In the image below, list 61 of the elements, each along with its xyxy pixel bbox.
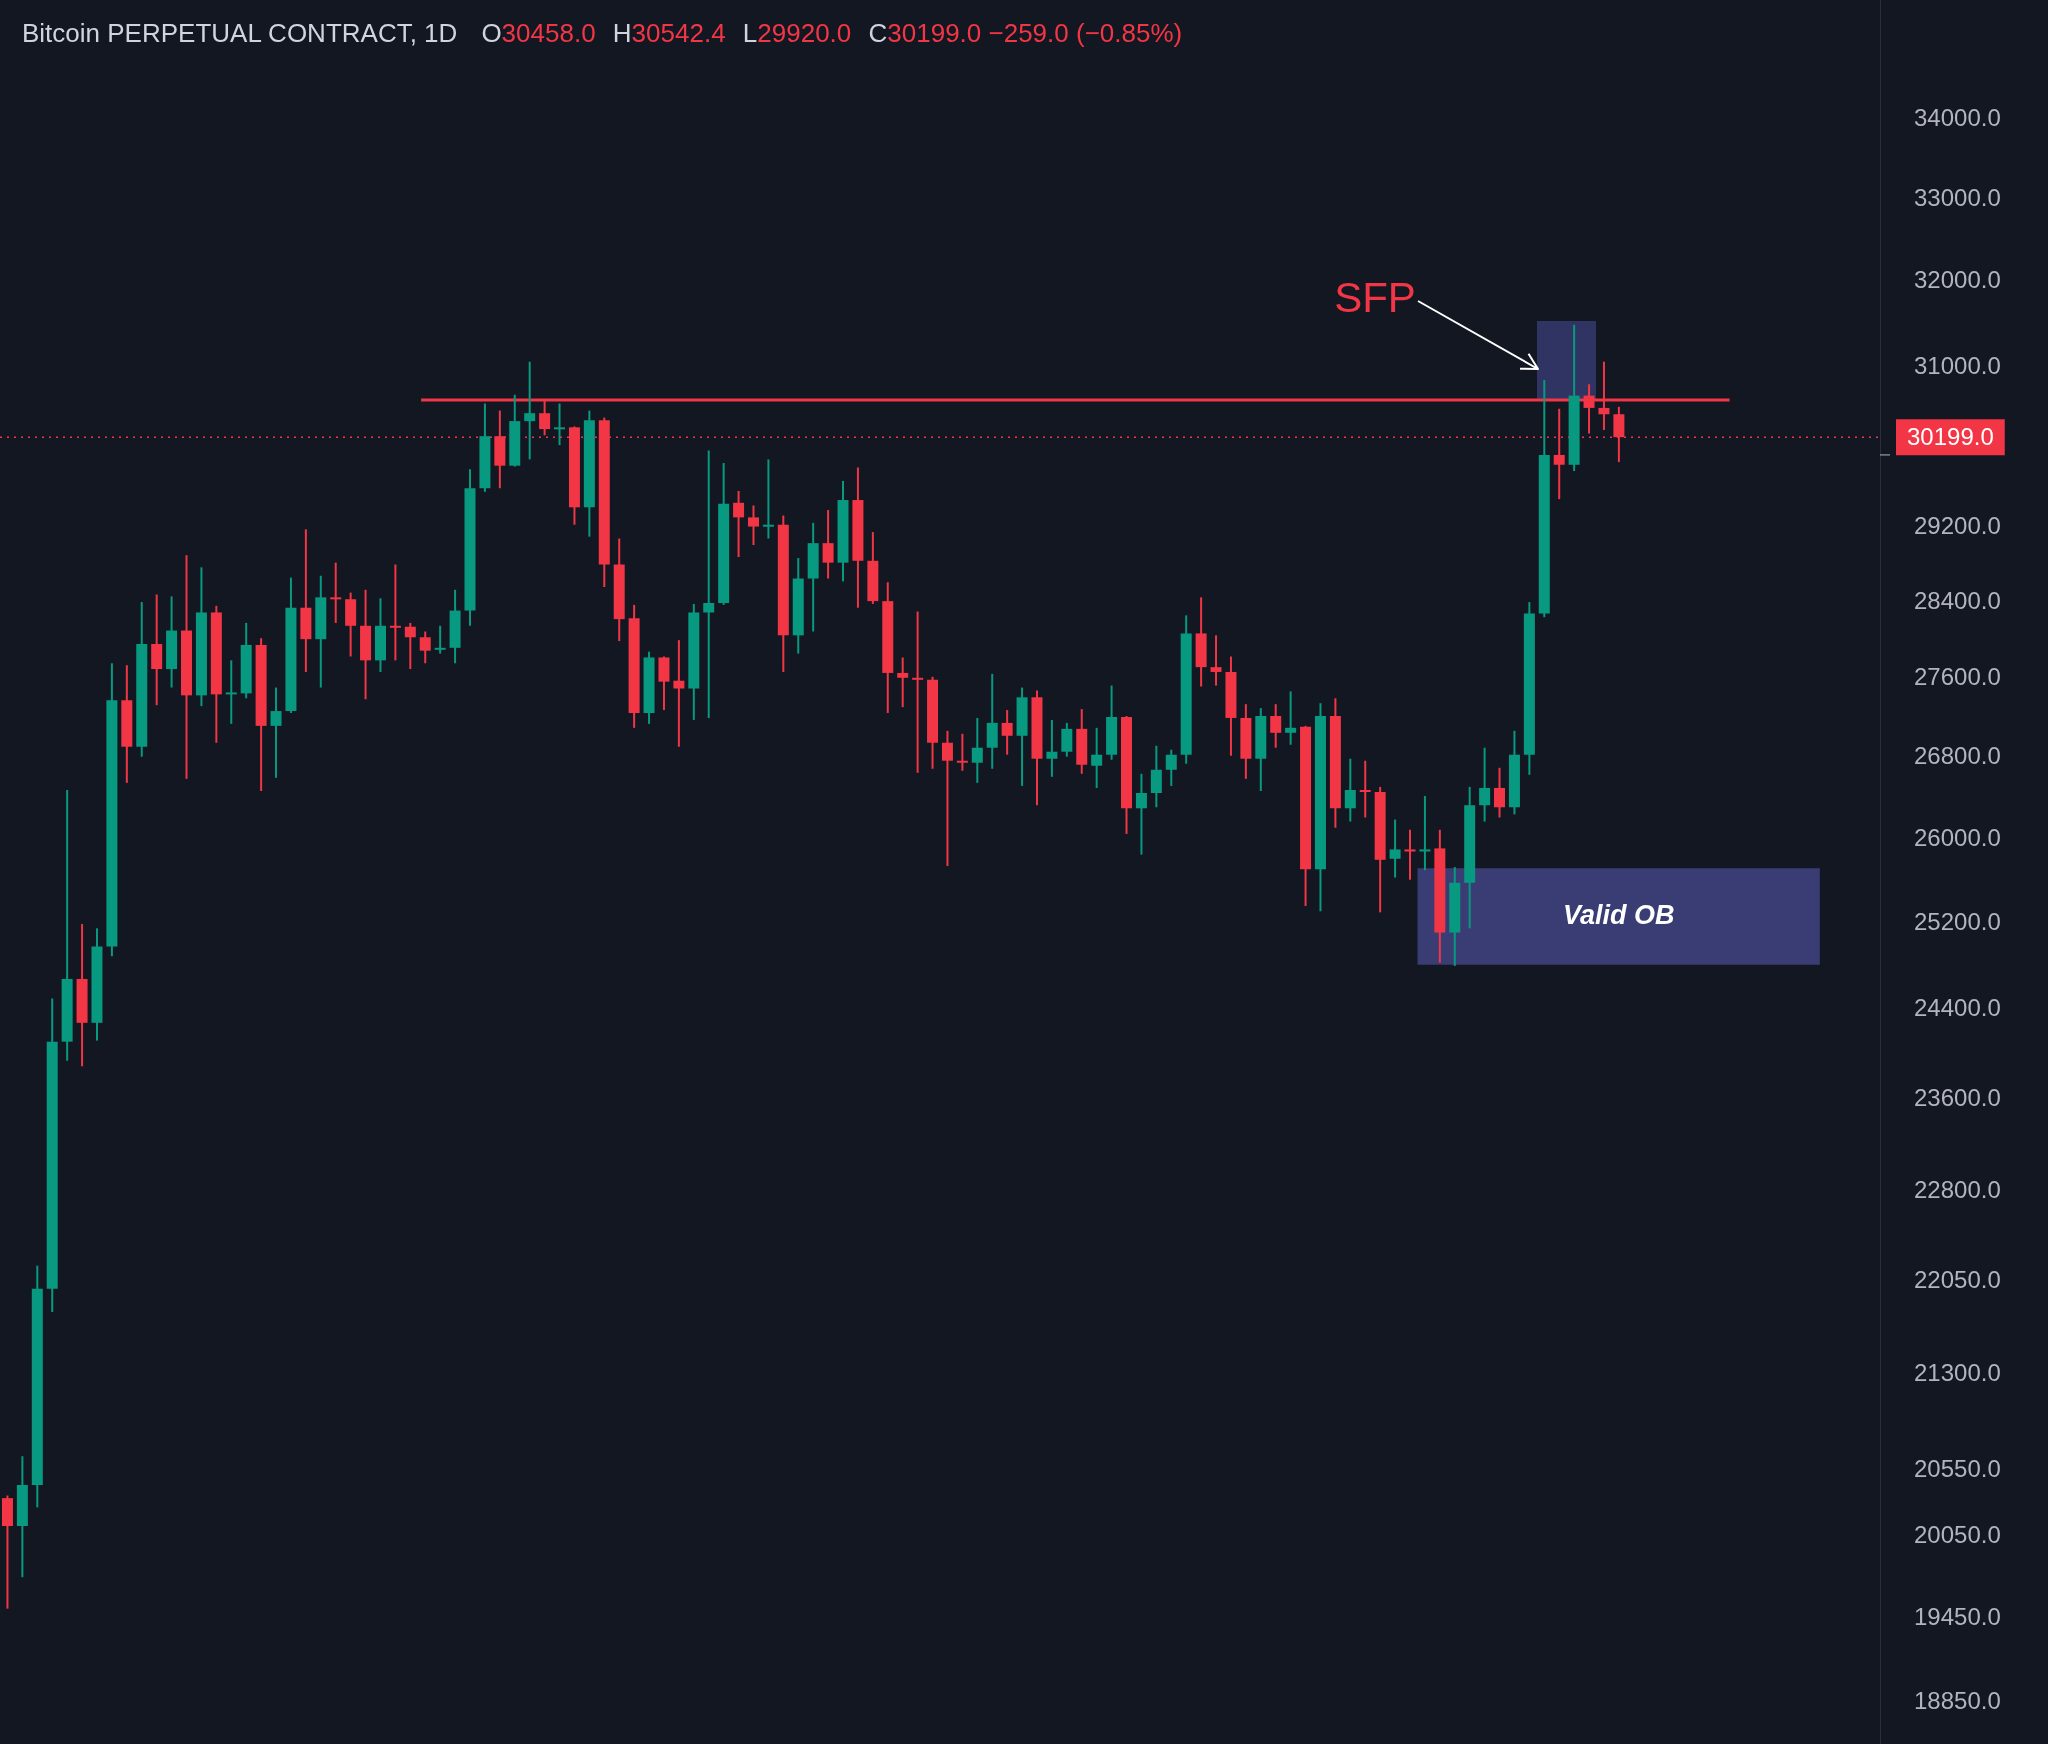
candlestick <box>1419 795 1431 872</box>
y-tick-label: 18850.0 <box>1914 1687 2001 1714</box>
candlestick <box>1046 718 1058 778</box>
candlestick <box>1165 748 1177 787</box>
candlestick <box>1001 709 1013 756</box>
y-tick-label: 29200.0 <box>1914 512 2001 540</box>
candlestick <box>1479 746 1491 823</box>
candlestick <box>1091 726 1103 789</box>
text: O30458.0 H30542.4 L29920.0 C30199.0 −259.0 (−0.85%) <box>481 18 1183 48</box>
candlestick <box>434 624 446 655</box>
candlestick <box>1150 744 1162 809</box>
candlestick <box>1344 757 1356 823</box>
candlestick <box>404 621 416 671</box>
y-tick-label: 26800.0 <box>1914 742 2001 770</box>
candlestick <box>270 686 282 779</box>
candlestick <box>733 489 745 559</box>
candlestick <box>1494 766 1506 819</box>
annotation: SFP <box>1334 274 1416 322</box>
candlestick <box>912 610 924 774</box>
candlestick <box>762 458 774 540</box>
y-tick-label: 28400.0 <box>1914 586 2001 614</box>
candlestick <box>971 716 983 784</box>
y-tick-label: 34000.0 <box>1914 103 2001 131</box>
y-tick-label: 21300.0 <box>1914 1358 2001 1386</box>
candlestick <box>1404 828 1416 881</box>
y-tick-label: 32000.0 <box>1914 266 2001 294</box>
y-tick-label: 25200.0 <box>1914 907 2001 935</box>
band-label: Valid OB <box>1562 899 1675 930</box>
y-tick-label: 24400.0 <box>1914 994 2001 1022</box>
candlestick <box>956 732 968 772</box>
y-tick-label: 26000.0 <box>1914 823 2001 851</box>
candlestick <box>703 449 715 719</box>
candlestick <box>554 402 566 447</box>
y-tick-label: 22050.0 <box>1914 1266 2001 1294</box>
y-tick-label: 27600.0 <box>1914 663 2001 691</box>
candlestick <box>330 561 342 624</box>
candlestick <box>747 504 759 547</box>
text: Bitcoin PERPETUAL CONTRACT, 1D <box>22 18 458 48</box>
y-tick-label: 33000.0 <box>1914 183 2001 211</box>
candlestick <box>1061 721 1073 758</box>
candlestick <box>1389 818 1401 879</box>
candlestick <box>389 563 401 662</box>
candlestick <box>225 659 237 725</box>
candlestick <box>1285 690 1297 746</box>
candlestick <box>822 509 834 580</box>
candlestick <box>1270 703 1282 749</box>
y-tick-label: 23600.0 <box>1914 1083 2001 1111</box>
y-tick-label: 20050.0 <box>1914 1521 2001 1549</box>
candlestick <box>1210 634 1222 687</box>
y-tick-label: 19450.0 <box>1914 1602 2001 1630</box>
candlestick <box>673 639 685 748</box>
candlestick <box>524 360 536 461</box>
candlestick <box>1359 759 1371 819</box>
candlestick <box>897 656 909 709</box>
y-tick-label: 22800.0 <box>1914 1176 2001 1204</box>
y-tick-label: 20550.0 <box>1914 1455 2001 1483</box>
candlestick <box>1135 772 1147 856</box>
y-tick-label: 31000.0 <box>1914 351 2001 379</box>
candlestick <box>941 729 953 868</box>
ref-line-label: 30199.0 <box>1907 422 1994 450</box>
candlestick <box>419 630 431 665</box>
